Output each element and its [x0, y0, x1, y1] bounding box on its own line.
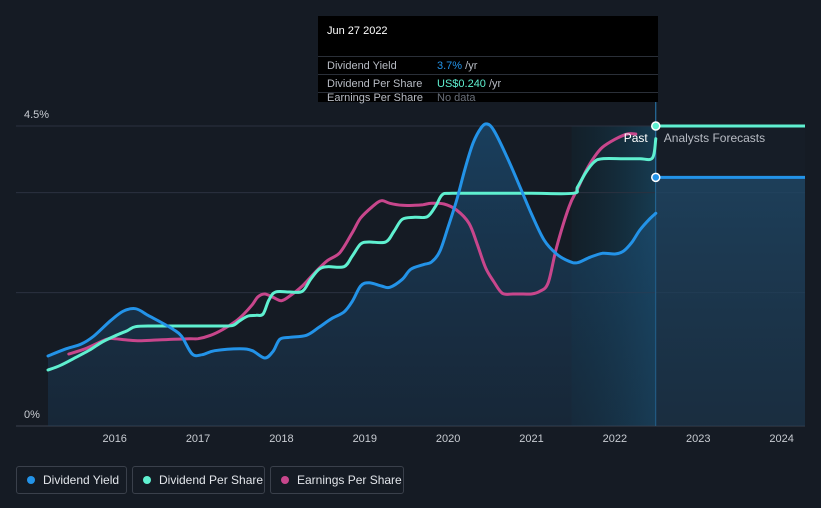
- legend-label: Earnings Per Share: [297, 473, 402, 487]
- tooltip-unit: /yr: [485, 78, 502, 90]
- tooltip-value: US$0.240: [437, 78, 486, 90]
- tooltip-value: No data: [437, 92, 476, 104]
- legend-label: Dividend Per Share: [159, 473, 264, 487]
- dividend-yield-marker: [651, 172, 661, 183]
- tooltip-unit: /yr: [462, 60, 478, 72]
- x-tick-label: 2020: [436, 433, 460, 445]
- legend-dot-icon: [281, 476, 289, 484]
- x-tick-label: 2023: [686, 433, 710, 445]
- earnings-per-share-line: [67, 132, 638, 356]
- tooltip-date: Jun 27 2022: [327, 25, 388, 37]
- tooltip-row-earnings-per-share: Earnings Per Share No data: [318, 92, 658, 104]
- dividend-yield-area: [48, 123, 656, 427]
- tooltip-label: Dividend Yield: [327, 60, 397, 72]
- tooltip-label: Earnings Per Share: [327, 92, 423, 104]
- legend-earnings-per-share[interactable]: Earnings Per Share: [270, 466, 404, 494]
- y-tick-label: 4.5%: [24, 109, 49, 121]
- y-tick-label: 0%: [24, 409, 40, 421]
- legend-dot-icon: [27, 476, 35, 484]
- x-tick-label: 2019: [353, 433, 377, 445]
- tooltip-value: 3.7%: [437, 60, 463, 72]
- tooltip-label: Dividend Per Share: [327, 78, 423, 90]
- forecast-yield-area: [655, 177, 805, 426]
- dividend-per-share-marker: [651, 121, 661, 131]
- forecast-label: Analysts Forecasts: [664, 131, 765, 145]
- legend-dividend-yield[interactable]: Dividend Yield: [16, 466, 127, 494]
- x-tick-label: 2022: [603, 433, 627, 445]
- x-tick-label: 2016: [102, 433, 126, 445]
- x-tick-label: 2021: [519, 433, 543, 445]
- past-label: Past: [624, 131, 649, 145]
- x-tick-label: 2024: [769, 433, 793, 445]
- dividend-per-share-line: [46, 137, 658, 372]
- legend-dot-icon: [143, 476, 151, 484]
- legend-dividend-per-share[interactable]: Dividend Per Share: [132, 466, 265, 494]
- chart-tooltip: Jun 27 2022 Dividend Yield 3.7% /yr Divi…: [318, 16, 658, 104]
- x-tick-label: 2018: [269, 433, 293, 445]
- dividend-yield-line: [46, 122, 658, 360]
- tooltip-row-dividend-per-share: Dividend Per Share US$0.240 /yr: [318, 74, 658, 93]
- legend-label: Dividend Yield: [43, 473, 120, 487]
- x-tick-label: 2017: [186, 433, 210, 445]
- tooltip-row-dividend-yield: Dividend Yield 3.7% /yr: [318, 56, 658, 75]
